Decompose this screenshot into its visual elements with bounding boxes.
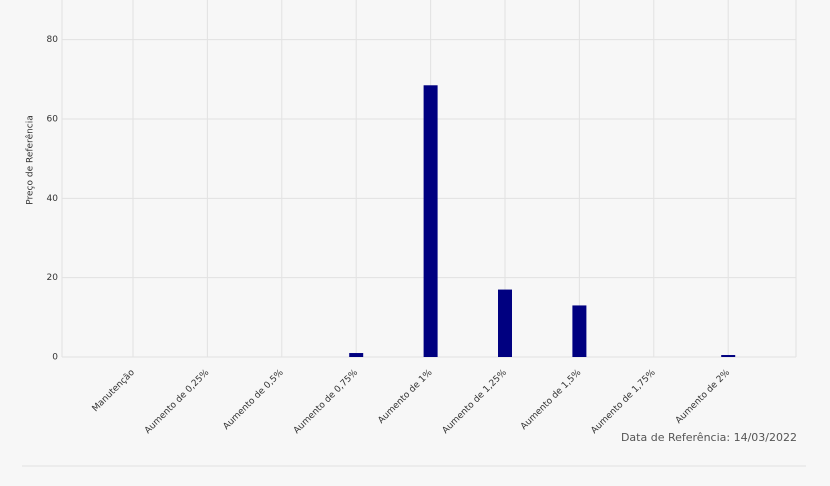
bar [423, 85, 438, 358]
bar [349, 353, 364, 357]
bar [498, 289, 512, 357]
footnote: Data de Referência: 14/03/2022 [621, 431, 797, 444]
y-tick-label: 0 [52, 353, 58, 363]
y-tick-label: 60 [47, 115, 59, 125]
bar [572, 305, 587, 357]
y-axis-label: Preço de Referência [25, 115, 36, 205]
y-tick-label: 40 [47, 194, 59, 204]
bar [721, 355, 736, 357]
y-tick-label: 80 [47, 35, 59, 45]
y-tick-label: 20 [47, 273, 59, 283]
